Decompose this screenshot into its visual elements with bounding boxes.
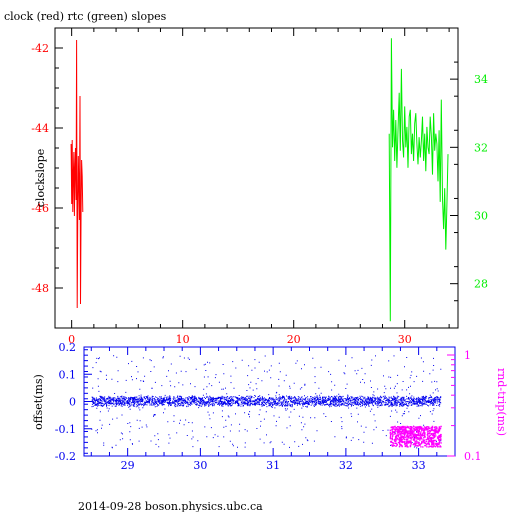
bottom-left-axis: -0.2 -0.1 0 0.1 0.2 <box>55 341 92 463</box>
top-chart: clock (red) rtc (green) slopes -48 -46 -44… <box>4 10 488 346</box>
bottom-y2-tick-label: 0.1 <box>464 450 482 463</box>
top-x-tick-label: 10 <box>176 333 190 346</box>
bottom-y-tick-label: 0.2 <box>59 341 77 354</box>
bottom-y-tick-label: -0.2 <box>55 450 76 463</box>
bottom-x-tick-label: 33 <box>412 459 426 472</box>
bottom-y-tick-label: 0.1 <box>59 368 77 381</box>
top-series-group <box>70 38 449 322</box>
top-y-tick-label: -42 <box>31 42 49 55</box>
series-rnd-trip-points <box>389 425 442 448</box>
top-y-axis-label: clockslope <box>34 149 47 207</box>
series-offset-points <box>91 355 442 449</box>
top-y2-tick-label: 28 <box>474 278 488 291</box>
bottom-x-tick-label: 29 <box>121 459 135 472</box>
bottom-y2-tick-label: 1 <box>464 349 471 362</box>
top-y-tick-label: -44 <box>31 122 49 135</box>
bottom-x-tick-label: 32 <box>339 459 353 472</box>
footer-text: 2014-09-28 boson.physics.ubc.ca <box>78 500 263 512</box>
top-y-tick-label: -48 <box>31 282 49 295</box>
bottom-right-axis: 0.11 <box>447 349 482 463</box>
top-bottom-axis: 0 10 20 30 <box>68 28 450 346</box>
top-plot-frame <box>54 27 459 329</box>
top-x-tick-label: 20 <box>287 333 301 346</box>
top-chart-title: clock (red) rtc (green) slopes <box>4 10 167 23</box>
top-x-tick-label: 30 <box>398 333 412 346</box>
top-y2-tick-label: 30 <box>474 210 488 223</box>
series-clock-line <box>70 39 84 309</box>
bottom-y2-axis-label: rnd-trip(ms) <box>495 368 508 436</box>
bottom-points-group <box>91 355 442 449</box>
top-y2-tick-label: 34 <box>474 73 488 86</box>
bottom-bottom-axis: 29 30 31 32 33 <box>90 347 438 472</box>
series-rtc-line <box>388 38 449 322</box>
bottom-chart: -0.2-0.100.10.2 0.11 29 30 31 32 33 offset(m… <box>32 341 508 472</box>
top-y2-tick-label: 32 <box>474 141 488 154</box>
bottom-y-axis-label: offset(ms) <box>32 374 45 430</box>
top-x-tick-label: 0 <box>68 333 75 346</box>
bottom-x-tick-label: 31 <box>266 459 280 472</box>
top-right-axis: 28 30 32 34 <box>450 61 488 302</box>
bottom-y-tick-label: 0 <box>69 396 76 409</box>
top-left-axis: -48 -46 -44 -42 <box>31 42 63 295</box>
bottom-y-tick-label: -0.1 <box>55 423 76 436</box>
bottom-x-tick-label: 30 <box>193 459 207 472</box>
top-y-tick-label: -46 <box>31 202 49 215</box>
